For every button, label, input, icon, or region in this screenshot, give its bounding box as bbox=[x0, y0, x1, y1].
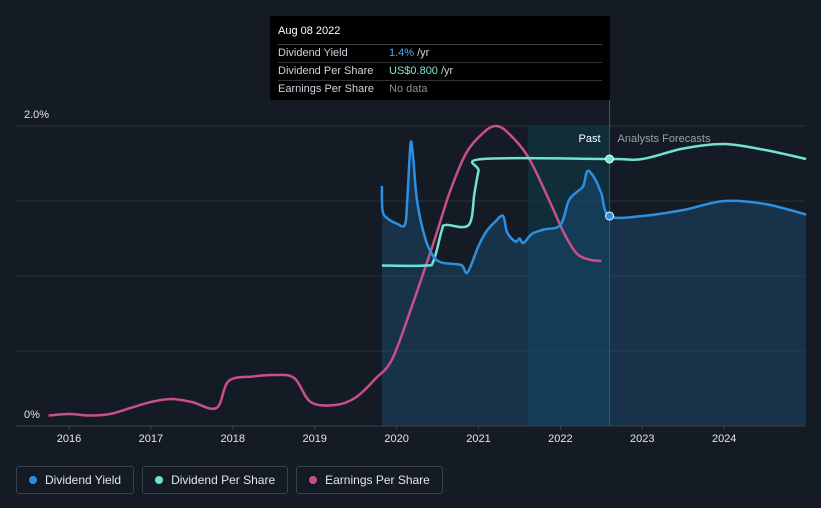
tooltip-row-label: Earnings Per Share bbox=[278, 83, 374, 95]
x-tick-label: 2017 bbox=[139, 433, 163, 445]
y-tick-label-top: 2.0% bbox=[24, 109, 49, 121]
chart-grid bbox=[16, 125, 805, 427]
tooltip-row-value: US$0.800 bbox=[389, 65, 438, 77]
analysts-forecasts-label: Analysts Forecasts bbox=[618, 133, 711, 145]
y-tick-label-bottom: 0% bbox=[24, 409, 40, 421]
tooltip-row-label: Dividend Per Share bbox=[278, 65, 374, 77]
tooltip-row-label: Dividend Yield bbox=[278, 47, 348, 59]
x-tick-label: 2021 bbox=[466, 433, 490, 445]
legend-item-earnings-per-share[interactable]: Earnings Per Share bbox=[296, 466, 443, 494]
x-tick-label: 2024 bbox=[712, 433, 736, 445]
tooltip-row-earnings-per-share: Earnings Per Share No data bbox=[278, 81, 602, 98]
past-label: Past bbox=[579, 133, 601, 145]
tooltip-row-dividend-per-share: Dividend Per Share US$0.800/yr bbox=[278, 63, 602, 81]
dividend-yield-dot-icon bbox=[29, 476, 37, 484]
legend: Dividend Yield Dividend Per Share Earnin… bbox=[16, 466, 443, 494]
tooltip-row-unit: /yr bbox=[440, 65, 454, 77]
x-axis: 2016 2017 2018 2019 2020 2021 2022 2023 2024 bbox=[57, 426, 736, 445]
x-tick-label: 2018 bbox=[221, 433, 245, 445]
x-tick-label: 2023 bbox=[630, 433, 654, 445]
tooltip-row-value: No data bbox=[389, 83, 428, 95]
dividend-per-share-line bbox=[381, 142, 807, 268]
tooltip-row-unit: /yr bbox=[417, 47, 430, 59]
dividend-yield-marker bbox=[605, 211, 615, 221]
past-year-highlight bbox=[527, 126, 610, 426]
x-tick-label: 2016 bbox=[57, 433, 81, 445]
legend-item-dividend-per-share[interactable]: Dividend Per Share bbox=[142, 466, 289, 494]
dividend-per-share-dot-icon bbox=[155, 476, 164, 484]
tooltip-date: Aug 08 2022 bbox=[278, 24, 602, 45]
earnings-per-share-line bbox=[48, 124, 602, 417]
legend-label: Earnings Per Share bbox=[325, 473, 430, 487]
tooltip-row-dividend-yield: Dividend Yield 1.4%/yr bbox=[278, 45, 602, 63]
legend-item-dividend-yield[interactable]: Dividend Yield bbox=[16, 466, 135, 494]
earnings-per-share-dot-icon bbox=[309, 476, 318, 484]
tooltip-row-value: 1.4% bbox=[389, 47, 415, 59]
legend-label: Dividend Yield bbox=[45, 473, 122, 487]
tooltip: Aug 08 2022 Dividend Yield 1.4%/yr Divid… bbox=[270, 16, 610, 100]
dividend-yield-line bbox=[380, 140, 807, 275]
x-tick-label: 2020 bbox=[384, 433, 408, 445]
x-tick-label: 2022 bbox=[548, 433, 572, 445]
dividend-yield-area bbox=[381, 141, 807, 427]
legend-label: Dividend Per Share bbox=[171, 473, 276, 487]
dividend-per-share-marker bbox=[605, 154, 615, 164]
x-tick-label: 2019 bbox=[302, 433, 326, 445]
